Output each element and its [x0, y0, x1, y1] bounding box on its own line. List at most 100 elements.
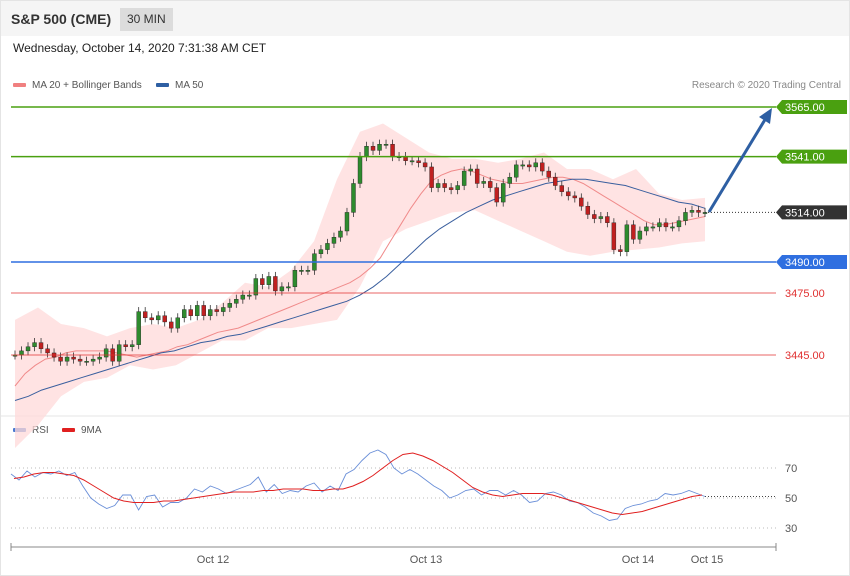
- candle: [299, 265, 304, 275]
- ma20-swatch: [13, 83, 26, 88]
- candle: [142, 307, 148, 323]
- level-target: 3565.00: [11, 100, 847, 114]
- candle: [383, 139, 389, 149]
- candle: [468, 164, 473, 176]
- candle: [585, 201, 591, 220]
- levels: 3565.00 3541.00 3514.00 3490.00 3475.00 3445.…: [11, 100, 847, 362]
- legend-ma20: MA 20 + Bollinger Bands: [13, 80, 142, 91]
- candle: [234, 294, 239, 308]
- level-badge: [776, 205, 847, 220]
- candle: [370, 141, 376, 155]
- candle: [227, 298, 233, 313]
- level-label: 3475.00: [785, 288, 825, 300]
- level-label: 3565.00: [785, 102, 825, 114]
- candle: [156, 311, 161, 325]
- candle: [689, 205, 695, 217]
- level-label: 3490.00: [785, 257, 825, 269]
- candle: [318, 245, 324, 259]
- candle: [501, 178, 506, 207]
- rsi-9ma-line: [13, 452, 703, 516]
- legend-ma50-label: MA 50: [175, 80, 204, 91]
- candle: [123, 340, 128, 352]
- candle: [546, 166, 551, 182]
- candle: [670, 222, 675, 232]
- candle: [435, 178, 441, 193]
- 9ma-swatch: [62, 428, 75, 433]
- moving-averages: [14, 168, 706, 401]
- candle: [644, 222, 649, 236]
- candle: [377, 139, 382, 155]
- candle: [129, 340, 135, 352]
- legend-ma20-label: MA 20 + Bollinger Bands: [32, 80, 142, 91]
- rsi-line: [10, 449, 706, 521]
- level-support: 3445.00: [11, 350, 825, 362]
- candle: [696, 205, 701, 217]
- rsi-panel: 70 50 30: [10, 449, 797, 535]
- candle: [631, 220, 636, 244]
- level-label: 3445.00: [785, 350, 825, 362]
- candle: [38, 338, 44, 354]
- candle: [221, 302, 226, 317]
- candle: [338, 226, 343, 242]
- candle: [182, 304, 187, 323]
- candle: [507, 172, 512, 189]
- rsi-tick-label: 30: [785, 523, 797, 535]
- candle: [572, 191, 578, 203]
- candle: [592, 209, 597, 224]
- candle: [455, 180, 460, 195]
- candle: [188, 304, 193, 321]
- candle: [663, 218, 669, 232]
- candle: [540, 158, 545, 176]
- candle: [611, 218, 617, 255]
- candle: [650, 222, 656, 232]
- level-support: 3475.00: [11, 288, 825, 300]
- candle: [25, 342, 31, 356]
- timestamp: Wednesday, October 14, 2020 7:31:38 AM C…: [13, 41, 267, 55]
- candle: [214, 304, 219, 317]
- candle: [637, 226, 643, 244]
- candle: [266, 271, 272, 290]
- ma50-line: [14, 178, 706, 401]
- candle: [169, 317, 174, 333]
- candle: [208, 304, 213, 321]
- candle: [305, 265, 311, 275]
- header-bar: S&P 500 (CME) 30 MIN: [1, 1, 849, 36]
- candle: [429, 162, 434, 193]
- level-target: 3541.00: [11, 149, 847, 164]
- candle: [351, 178, 356, 217]
- level-label: 3514.00: [785, 207, 825, 219]
- candle: [201, 300, 206, 321]
- candle: [162, 311, 167, 327]
- candle: [527, 160, 532, 172]
- candle: [553, 172, 558, 191]
- candle: [533, 158, 538, 172]
- x-tick-label: Oct 14: [622, 554, 654, 566]
- candle: [357, 152, 363, 189]
- candle: [579, 193, 584, 211]
- credit-text: Research © 2020 Trading Central: [691, 80, 841, 91]
- timeframe-badge[interactable]: 30 MIN: [120, 8, 173, 31]
- candle: [344, 207, 350, 236]
- x-tick-label: Oct 12: [197, 554, 229, 566]
- candle: [618, 245, 623, 257]
- legend-9ma: 9MA: [62, 425, 102, 436]
- x-tick-label: Oct 15: [691, 554, 723, 566]
- legend-rsi-label: RSI: [32, 425, 49, 436]
- candle: [442, 178, 447, 193]
- candle: [416, 156, 421, 168]
- candle: [448, 183, 454, 195]
- candle: [97, 352, 102, 364]
- candle: [520, 160, 525, 170]
- candle: [260, 273, 265, 290]
- level-label: 3541.00: [785, 152, 825, 164]
- candle: [84, 356, 89, 366]
- legend-9ma-label: 9MA: [81, 425, 102, 436]
- candle: [116, 340, 122, 366]
- candle: [90, 354, 96, 366]
- candle: [103, 344, 109, 362]
- rsi-tick-label: 70: [785, 463, 797, 475]
- x-axis: Oct 12 Oct 13 Oct 14 Oct 15: [10, 543, 777, 566]
- candles: [12, 139, 708, 366]
- level-last: 3514.00: [705, 205, 847, 220]
- candle: [32, 338, 37, 352]
